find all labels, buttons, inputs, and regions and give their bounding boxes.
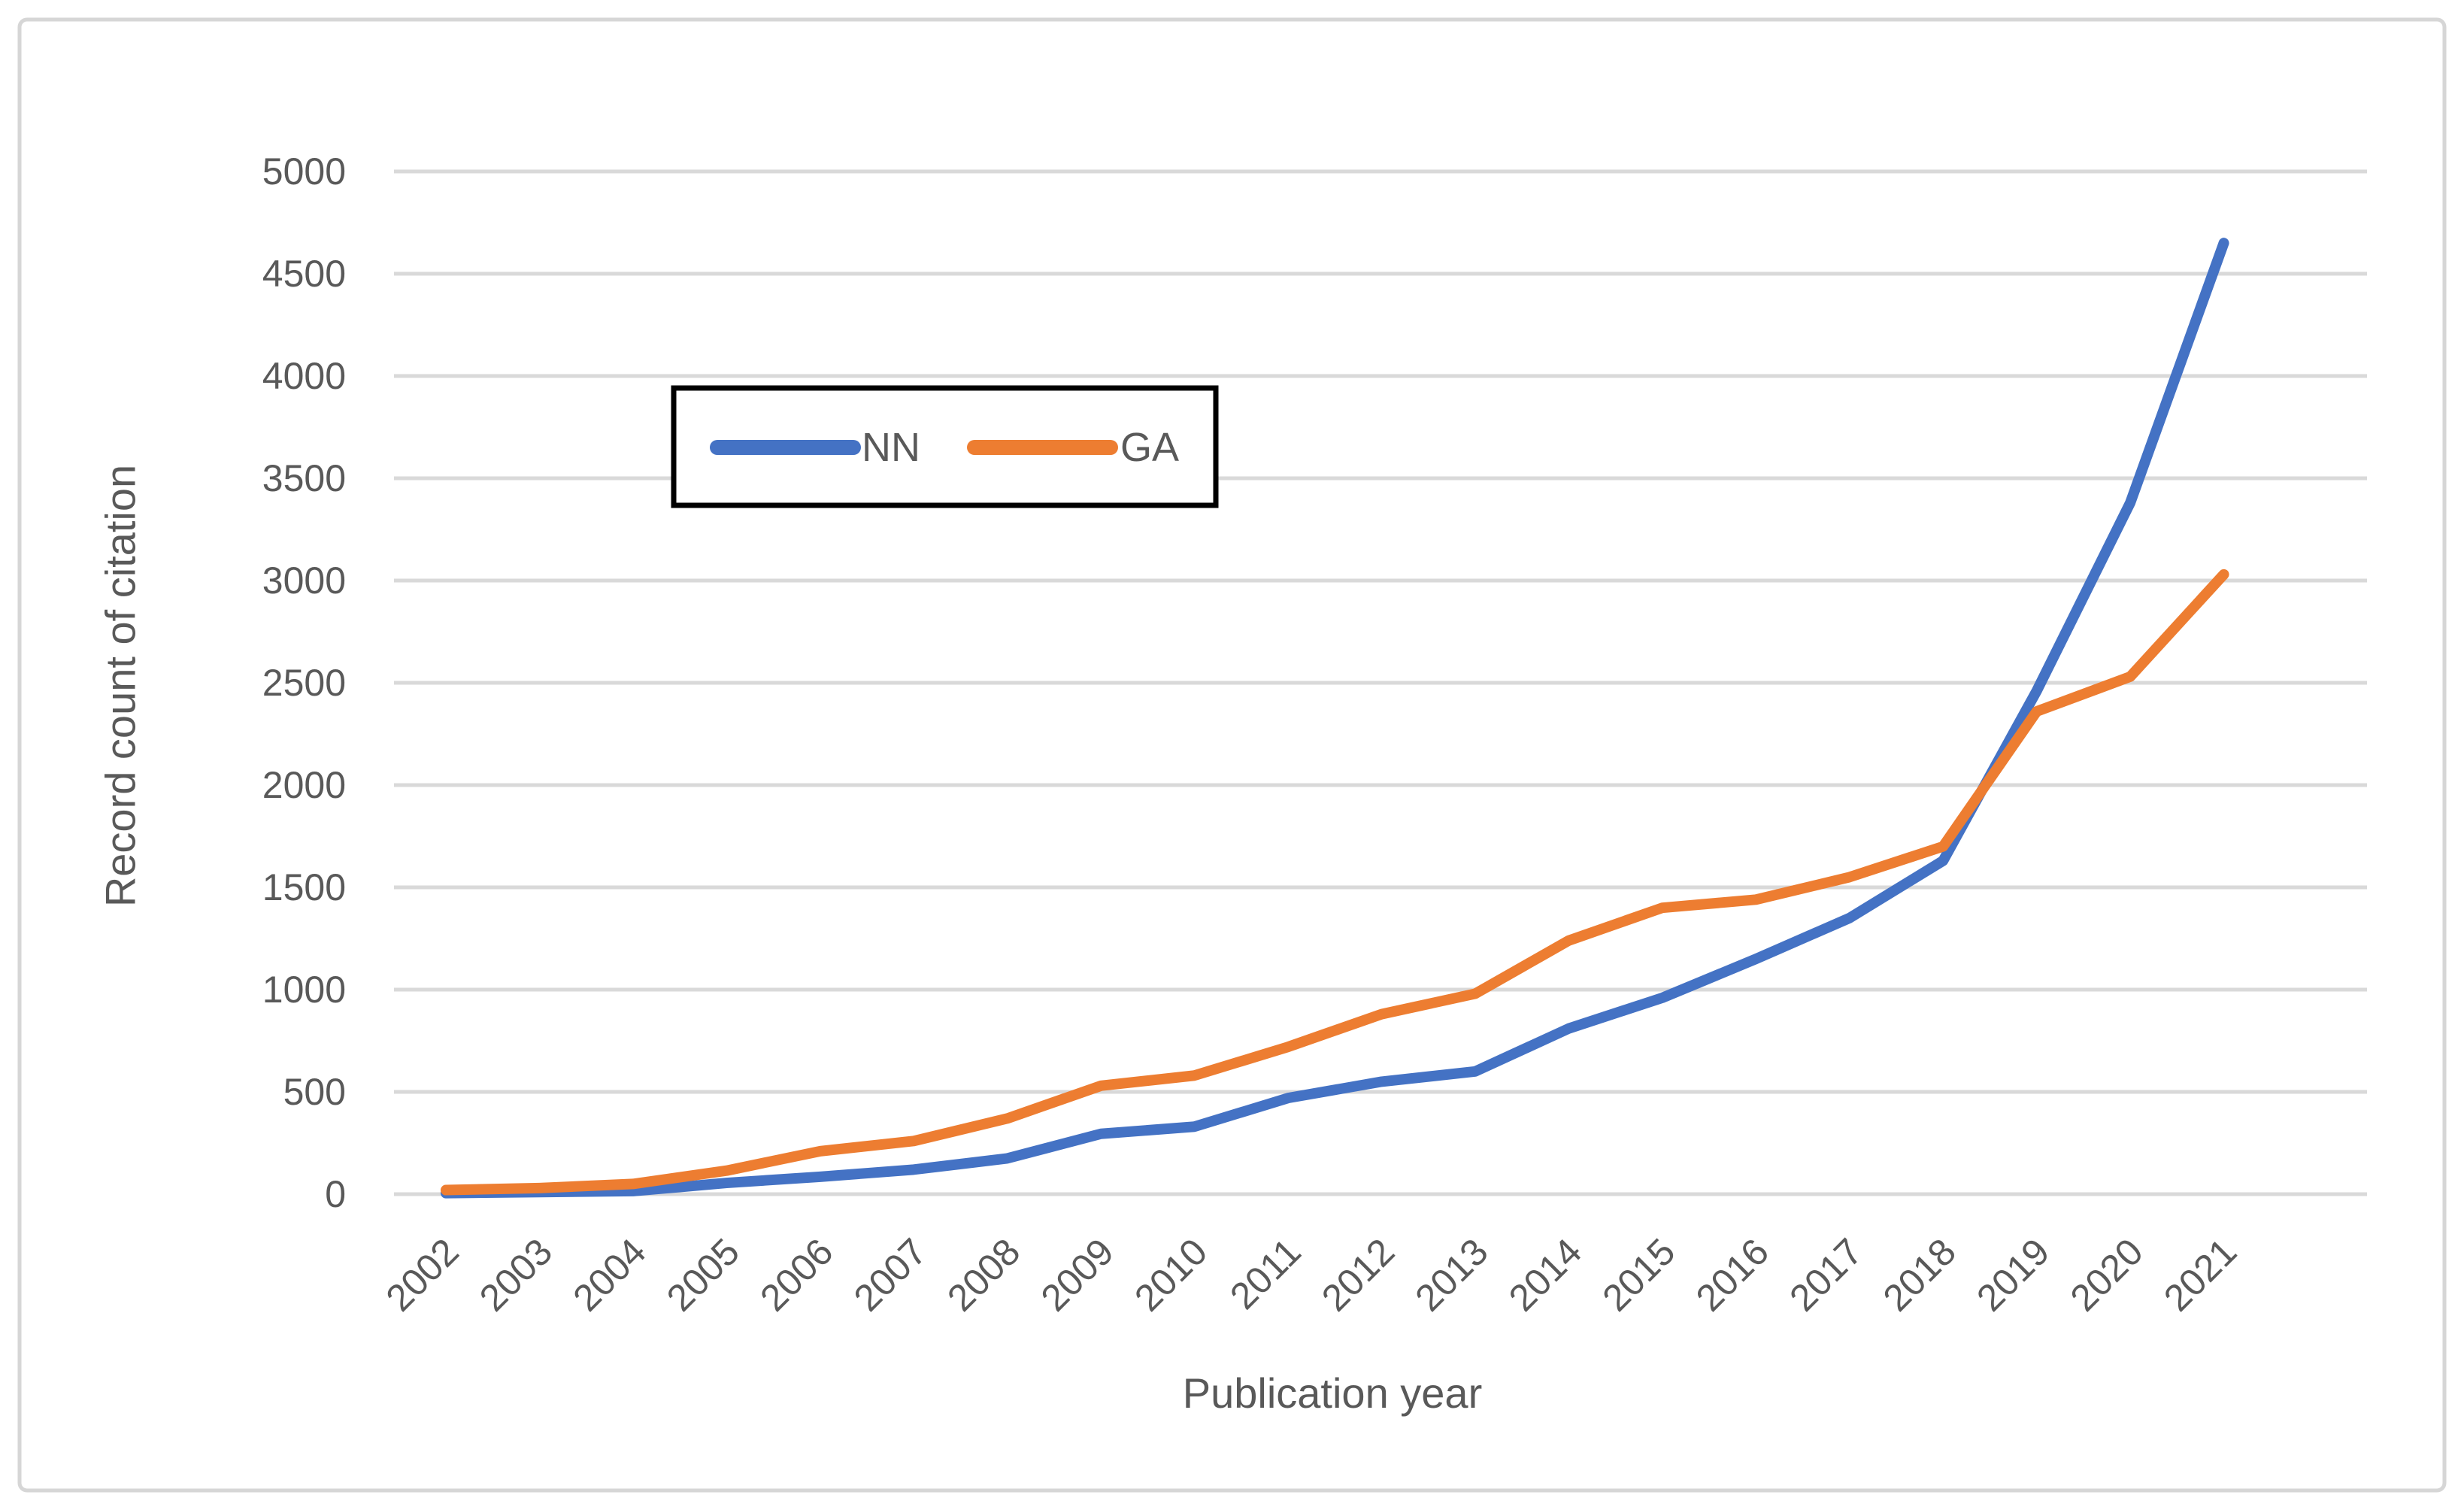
x-tick-label-2017: 2017 bbox=[1781, 1230, 1870, 1319]
y-axis-title: Record count of citation bbox=[97, 465, 144, 907]
y-tick-label-3500: 3500 bbox=[262, 457, 346, 499]
x-tick-label-2020: 2020 bbox=[2062, 1230, 2151, 1319]
x-tick-label-2012: 2012 bbox=[1314, 1230, 1402, 1319]
y-tick-label-5000: 5000 bbox=[262, 150, 346, 193]
y-tick-label-0: 0 bbox=[325, 1173, 346, 1215]
x-tick-label-2005: 2005 bbox=[659, 1230, 747, 1319]
series-lines bbox=[441, 238, 2229, 1199]
x-tick-label-2008: 2008 bbox=[939, 1230, 1028, 1319]
legend-ga-label: GA bbox=[1120, 425, 1179, 470]
x-tick-label-2006: 2006 bbox=[752, 1230, 841, 1319]
y-gridlines bbox=[394, 169, 2367, 1196]
x-tick-label-2021: 2021 bbox=[2156, 1230, 2244, 1319]
x-tick-label-2011: 2011 bbox=[1222, 1230, 1309, 1317]
x-tick-label-2014: 2014 bbox=[1501, 1230, 1590, 1319]
legend-nn-label: NN bbox=[862, 425, 920, 470]
x-tick-label-2015: 2015 bbox=[1594, 1230, 1683, 1319]
x-tick-label-2019: 2019 bbox=[1968, 1230, 2057, 1319]
x-axis-title: Publication year bbox=[1183, 1369, 1482, 1417]
y-tick-label-2500: 2500 bbox=[262, 662, 346, 704]
x-tick-label-2003: 2003 bbox=[471, 1230, 560, 1319]
x-tick-label-2010: 2010 bbox=[1126, 1230, 1215, 1319]
y-tick-label-1500: 1500 bbox=[262, 866, 346, 908]
figure-border bbox=[17, 17, 2447, 1493]
y-tick-labels: 0 500 1000 1500 2000 2500 3000 3500 4000 4500 5000 bbox=[262, 150, 346, 1215]
y-tick-label-2000: 2000 bbox=[262, 764, 346, 806]
x-tick-label-2009: 2009 bbox=[1033, 1230, 1122, 1319]
x-tick-label-2018: 2018 bbox=[1875, 1230, 1964, 1319]
y-tick-label-1000: 1000 bbox=[262, 969, 346, 1011]
legend: NN GA bbox=[671, 385, 1219, 508]
y-tick-label-500: 500 bbox=[283, 1071, 346, 1113]
x-tick-label-2016: 2016 bbox=[1688, 1230, 1777, 1319]
x-tick-labels: 2002 2003 2004 2005 2006 2007 2008 2009 2010 2011… bbox=[378, 1230, 2245, 1319]
y-tick-label-4000: 4000 bbox=[262, 355, 346, 397]
x-tick-label-2013: 2013 bbox=[1407, 1230, 1496, 1319]
y-tick-label-3000: 3000 bbox=[262, 559, 346, 602]
x-tick-label-2004: 2004 bbox=[565, 1230, 653, 1319]
x-tick-label-2007: 2007 bbox=[846, 1230, 935, 1319]
series-line-NN bbox=[441, 238, 2229, 1199]
x-tick-label-2002: 2002 bbox=[378, 1230, 467, 1319]
series-line-GA bbox=[441, 569, 2229, 1196]
y-tick-label-4500: 4500 bbox=[262, 253, 346, 295]
